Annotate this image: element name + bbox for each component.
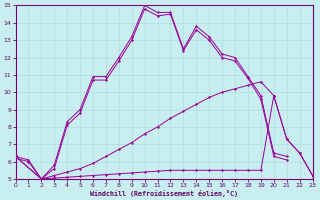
X-axis label: Windchill (Refroidissement éolien,°C): Windchill (Refroidissement éolien,°C)	[90, 190, 238, 197]
